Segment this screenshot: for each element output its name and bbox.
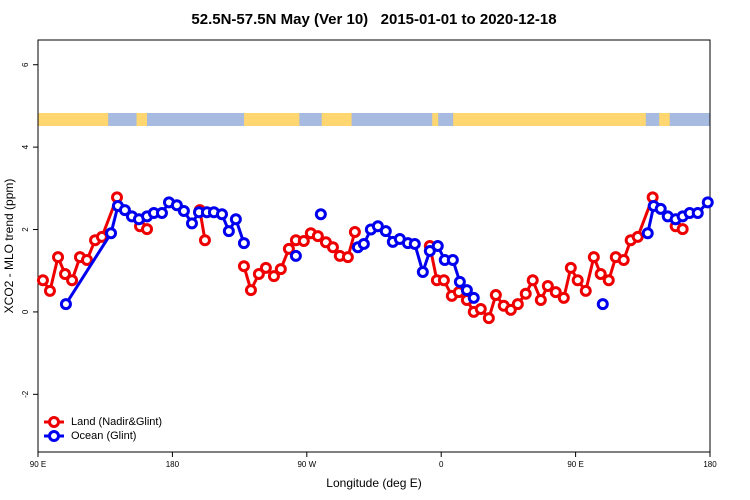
legend-marker [48, 416, 60, 428]
data-point [460, 284, 473, 297]
data-point [571, 274, 584, 287]
x-tick-label: 90 E [30, 460, 46, 469]
data-point [549, 286, 562, 299]
data-point [654, 202, 667, 215]
data-point [564, 261, 577, 274]
data-point [489, 289, 502, 302]
y-tick-label: 0 [21, 309, 30, 314]
data-point [244, 284, 257, 297]
ocean-band [669, 113, 710, 126]
data-point [357, 237, 370, 250]
series-line [41, 196, 119, 295]
data-point [185, 217, 198, 230]
y-tick-label: 4 [21, 144, 30, 149]
data-point [155, 207, 168, 220]
data-point [259, 261, 272, 274]
plot-frame [37, 39, 711, 453]
data-point [541, 279, 554, 292]
data-point [691, 207, 704, 220]
data-point [534, 293, 547, 306]
data-point [52, 251, 65, 264]
data-point [222, 225, 235, 238]
data-point [557, 291, 570, 304]
data-point [474, 303, 487, 316]
legend-label: Land (Nadir&Glint) [71, 416, 162, 428]
data-point [617, 254, 630, 267]
data-point [526, 274, 539, 287]
data-point [701, 196, 714, 209]
data-point [274, 263, 287, 276]
data-point [289, 249, 302, 262]
data-point [453, 275, 466, 288]
data-point [416, 265, 429, 278]
data-point [596, 298, 609, 311]
data-point [36, 274, 49, 287]
legend-label: Ocean (Glint) [71, 430, 136, 442]
data-point [371, 220, 384, 233]
data-point [482, 312, 495, 325]
data-point [408, 237, 421, 250]
y-axis-label: XCO2 - MLO trend (ppm) [2, 179, 16, 314]
data-point [594, 268, 607, 281]
data-point [602, 274, 615, 287]
data-point [237, 260, 250, 273]
ocean-band [645, 113, 660, 126]
data-point [519, 287, 532, 300]
x-tick-label: 90 E [567, 460, 583, 469]
data-point [446, 254, 459, 267]
y-tick-label: 6 [21, 62, 30, 67]
chart-title: 52.5N-57.5N May (Ver 10) 2015-01-01 to 2… [191, 11, 556, 28]
data-point [587, 251, 600, 264]
data-point [229, 213, 242, 226]
data-point [267, 270, 280, 283]
data-point [431, 240, 444, 252]
data-point [631, 230, 644, 243]
x-tick-label: 180 [703, 460, 717, 469]
data-point [80, 254, 93, 267]
data-point [198, 234, 211, 247]
data-point [348, 225, 361, 238]
data-point [579, 284, 592, 297]
ocean-band [147, 113, 245, 126]
data-point [676, 223, 689, 236]
data-point [341, 251, 354, 264]
data-point [105, 227, 118, 240]
data-point [66, 274, 79, 287]
ocean-band [351, 113, 433, 126]
x-tick-label: 90 W [297, 460, 316, 469]
data-point [326, 241, 339, 254]
data-point [437, 274, 450, 287]
data-point [379, 225, 392, 238]
x-tick-label: 0 [439, 460, 444, 469]
y-tick-label: 2 [21, 227, 30, 232]
data-point [467, 291, 480, 304]
data-point [177, 204, 190, 217]
ocean-band [299, 113, 322, 126]
x-tick-label: 180 [166, 460, 180, 469]
legend-marker [48, 430, 60, 442]
data-point [311, 230, 324, 243]
ocean-band [108, 113, 137, 126]
ocean-band [438, 113, 454, 126]
data-point [511, 298, 524, 311]
y-tick-label: -2 [21, 390, 30, 398]
data-point [141, 223, 154, 236]
data-point [314, 208, 327, 221]
data-point [282, 242, 295, 255]
land-ocean-strip [38, 113, 710, 126]
data-point [43, 284, 56, 297]
data-point [297, 235, 310, 248]
data-point [237, 237, 250, 250]
data-point [641, 227, 654, 240]
x-axis-label: Longitude (deg E) [326, 476, 421, 490]
data-point [59, 298, 72, 311]
data-point [252, 268, 265, 281]
data-point [59, 268, 72, 281]
data-point [215, 208, 228, 221]
data-point [118, 204, 131, 217]
data-point [423, 244, 436, 257]
